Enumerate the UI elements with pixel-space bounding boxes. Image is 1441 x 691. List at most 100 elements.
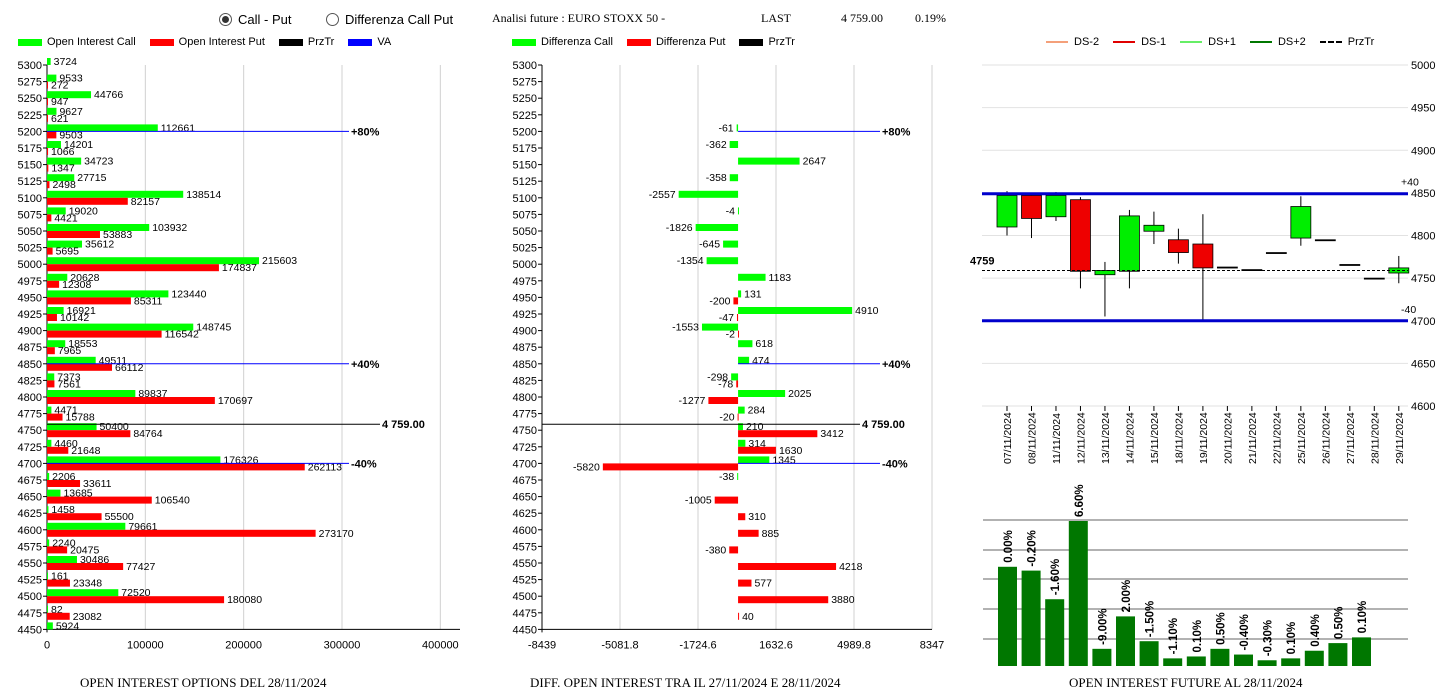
radio-call-put[interactable]: Call - Put (219, 12, 291, 27)
bar-call (47, 522, 126, 530)
reference-label: -40% (882, 458, 908, 470)
bar-value-label: 2498 (52, 179, 76, 191)
bar-value-label: 34723 (84, 156, 113, 168)
strike-label: 4950 (18, 292, 42, 304)
legend-label: DS+2 (1277, 36, 1306, 48)
strike-label: 4500 (513, 591, 537, 603)
candle-body (1363, 277, 1385, 280)
bar-call (678, 190, 739, 198)
bar-put (47, 164, 49, 172)
bar-value-label: -2557 (649, 189, 676, 201)
bar-put (47, 496, 152, 504)
bar-value-label: -298 (707, 371, 728, 383)
bar-put (47, 264, 219, 272)
bar-call (47, 91, 92, 99)
strike-label: 5125 (513, 176, 537, 188)
bar-call (738, 290, 742, 298)
bar-put (47, 330, 162, 338)
oi-bar-label: 0.10% (1286, 622, 1298, 655)
x-date-label: 11/11/2024 (1051, 413, 1063, 464)
x-date-label: 22/11/2024 (1271, 412, 1283, 464)
bar-call (738, 423, 743, 431)
bar-value-label: 1183 (769, 272, 792, 284)
last-label: LAST (761, 11, 791, 25)
bar-value-label: 82157 (131, 196, 160, 208)
x-tick-label: -8439 (528, 639, 556, 651)
right-item: DS-1 (1113, 36, 1166, 48)
y-tick-label: 4650 (1411, 358, 1435, 370)
legend-swatch-icon (1180, 41, 1203, 43)
bar-call (47, 439, 52, 447)
bar-value-label: 20475 (70, 544, 99, 556)
bar-put (47, 197, 128, 205)
y-tick-label: 4750 (1411, 273, 1435, 285)
bar-call (47, 141, 61, 148)
strike-label: 4525 (18, 575, 42, 587)
bar-value-label: -362 (706, 139, 727, 151)
y-tick-label: 4850 (1411, 188, 1435, 200)
strike-label: 5275 (18, 77, 42, 89)
bar-put (738, 330, 740, 338)
oi-bar-label: 0.50% (1333, 606, 1345, 639)
bar-value-label: 18553 (68, 338, 97, 350)
legend-right: DS-2 DS-1 DS+1 DS+2 PrzTr (1046, 36, 1388, 48)
oi-bar-label: -1.60% (1050, 559, 1062, 595)
strike-label: 4750 (18, 425, 42, 437)
candle-body (1216, 266, 1238, 269)
band-label: +40 (1401, 177, 1419, 189)
bar-value-label: 7561 (57, 378, 81, 390)
legend-swatch-icon (739, 38, 764, 46)
legend-middle: Differenza Call Differenza Put PrzTr (512, 36, 809, 48)
bar-call (737, 473, 739, 480)
left-item: PrzTr (278, 36, 335, 48)
reference-label: +80% (882, 126, 911, 138)
bar-put (738, 612, 740, 620)
bar-call (47, 605, 48, 613)
strike-label: 4800 (513, 392, 537, 404)
radio-selected-icon (219, 13, 232, 26)
bar-value-label: 9533 (59, 73, 83, 85)
bar-value-label: -645 (699, 239, 720, 251)
last-value: 4 759.00 (841, 11, 883, 25)
bar-value-label: -1826 (666, 222, 693, 234)
bar-put (737, 413, 739, 421)
bar-value-label: 20628 (70, 272, 99, 284)
bar-call (738, 456, 770, 464)
legend-swatch-icon (1046, 41, 1068, 43)
last-change: 0.19% (915, 11, 946, 25)
bar-call (47, 622, 53, 630)
oi-bar-label: 0.40% (1310, 614, 1322, 647)
x-tick-label: 300000 (324, 639, 361, 651)
legend-label: PrzTr (307, 36, 335, 48)
radio-differenza[interactable]: Differenza Call Put (326, 12, 453, 27)
bar-value-label: 262113 (308, 461, 342, 473)
bar-put (47, 98, 48, 106)
bar-value-label: 5695 (56, 246, 80, 258)
bar-value-label: -380 (705, 544, 726, 556)
bar-call (47, 423, 97, 431)
oi-bar (1281, 658, 1301, 666)
oi-bar (1045, 599, 1065, 666)
oi-bar-label: -0.40% (1239, 614, 1251, 650)
bar-call (738, 307, 853, 314)
bar-value-label: 621 (51, 113, 69, 125)
chart-future-oi-bars: 0.00% -0.20%-1.60%6.60%-9.00%2.00%-1.50% -… (983, 484, 1408, 666)
legend-label: Open Interest Put (178, 36, 265, 48)
legend-swatch-icon (1249, 41, 1272, 43)
bar-value-label: 2647 (803, 156, 827, 168)
x-tick-label: 8347 (920, 639, 944, 651)
strike-label: 4975 (513, 276, 537, 288)
right-item: DS+2 (1249, 36, 1306, 48)
bar-put (47, 430, 131, 438)
bar-call (47, 174, 75, 182)
bar-value-label: 1066 (51, 146, 75, 158)
bar-put (47, 247, 53, 255)
bar-call (738, 356, 750, 364)
y-tick-label: 4950 (1411, 103, 1435, 115)
candle-body (1290, 206, 1312, 239)
bar-call (47, 356, 96, 364)
bar-call (47, 273, 68, 281)
x-date-label: 19/11/2024 (1198, 412, 1210, 464)
bar-value-label: 170697 (218, 395, 253, 407)
bar-value-label: 1347 (51, 163, 75, 175)
